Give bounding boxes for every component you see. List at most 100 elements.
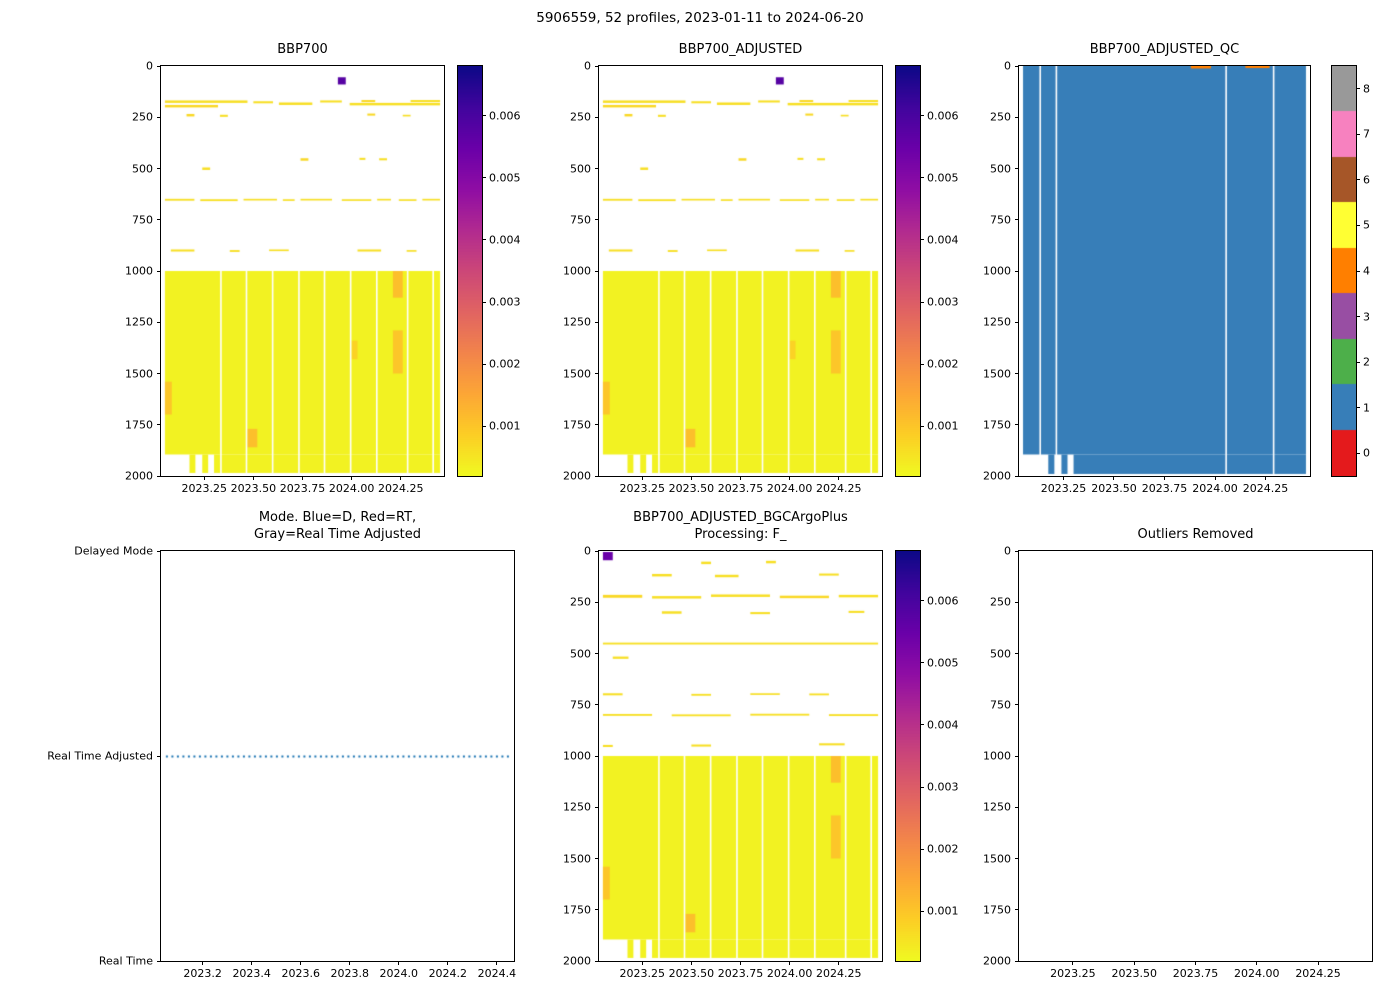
y-tick-label: 1500 [563, 852, 591, 865]
x-tick-mark [1214, 476, 1216, 480]
colorbar-tick-mark [920, 301, 924, 303]
y-tick-label: 750 [570, 698, 591, 712]
y-tick-mark [595, 321, 599, 323]
colorbar-tick-mark [1356, 361, 1360, 363]
x-tick-mark [302, 476, 303, 480]
bgcargoplus-heatmap-canvas [599, 551, 882, 961]
colorbar-tick-mark [920, 662, 924, 664]
y-tick-label: 2000 [563, 469, 591, 483]
x-tick-label: 2023.75 [1172, 967, 1219, 980]
y-tick-mark [595, 373, 599, 374]
x-tick-mark [1072, 961, 1074, 965]
y-tick-label: Delayed Mode [74, 544, 153, 558]
x-tick-mark [690, 476, 692, 480]
y-tick-mark [595, 601, 599, 603]
y-tick-label: Real Time [98, 954, 153, 968]
x-tick-label: 2024.4 [477, 967, 517, 980]
x-tick-label: 2023.50 [1111, 967, 1157, 980]
y-tick-label: 1250 [983, 800, 1011, 814]
x-tick-label: 2023.2 [183, 967, 222, 980]
x-tick-mark [641, 476, 643, 480]
y-tick-mark [1015, 755, 1019, 757]
y-tick-mark [1015, 550, 1019, 552]
y-tick-label: 1500 [563, 367, 591, 380]
colorbar-tick-label: 1 [1363, 401, 1370, 415]
y-tick-mark [1015, 270, 1019, 272]
y-tick-label: 1000 [983, 264, 1011, 278]
y-tick-label: 1250 [983, 315, 1011, 329]
colorbar-tick-mark [482, 363, 486, 365]
x-tick-label: 2024.25 [816, 482, 862, 495]
y-tick-label: 2000 [983, 954, 1011, 968]
bbp700-adjusted-heatmap-canvas [599, 66, 882, 476]
y-tick-label: 0 [1004, 544, 1011, 558]
y-tick-label: 1000 [125, 264, 153, 278]
y-tick-mark [157, 321, 161, 323]
y-tick-mark [1015, 704, 1019, 706]
colorbar-tick-label: 8 [1363, 82, 1370, 96]
x-tick-mark [1113, 476, 1115, 480]
y-tick-mark [595, 858, 599, 859]
y-tick-label: 2000 [983, 469, 1011, 483]
y-tick-label: 1750 [563, 418, 591, 432]
x-tick-label: 2023.50 [1091, 482, 1137, 495]
mode-plot: Mode. Blue=D, Red=RT, Gray=Real Time Adj… [47, 510, 516, 980]
colorbar-qc: 0 1 2 3 4 5 6 7 8 [1331, 65, 1370, 477]
colorbar-tick-mark [1356, 316, 1360, 318]
colorbar-tick-mark [1356, 88, 1360, 90]
y-tick-label: 500 [132, 162, 153, 175]
x-tick-label: 2023.6 [281, 967, 320, 980]
y-tick-mark [595, 806, 599, 808]
x-tick-mark [690, 961, 692, 965]
y-tick-label: 500 [990, 162, 1011, 175]
colorbar-tick-label: 0.004 [489, 233, 521, 247]
x-tick-label: 2023.8 [330, 967, 370, 980]
y-tick-mark [157, 168, 161, 169]
x-tick-label: 2024.25 [1242, 482, 1289, 495]
colorbar-tick-mark [1356, 407, 1360, 409]
x-tick-label: 2023.50 [668, 967, 715, 980]
colorbar-tick-label: 0.001 [927, 904, 959, 918]
y-tick-mark [1015, 116, 1019, 118]
y-tick-label: 1000 [563, 264, 591, 278]
y-tick-mark [595, 424, 599, 426]
x-tick-label: 2024.00 [1234, 967, 1280, 980]
y-tick-mark [1015, 960, 1019, 962]
colorbar-qc-canvas [1332, 66, 1356, 476]
x-tick-label: 2024.00 [1192, 482, 1238, 495]
x-tick-mark [400, 476, 402, 480]
x-tick-label: 2024.2 [428, 967, 468, 980]
colorbar-bbp700-canvas [458, 66, 482, 476]
colorbar-tick-label: 5 [1363, 218, 1370, 232]
chart-title-bbp700: BBP700 [277, 42, 328, 58]
y-tick-label: 2000 [125, 469, 153, 483]
y-tick-label: 1000 [563, 749, 591, 763]
x-tick-mark [300, 961, 302, 965]
y-tick-label: 1750 [983, 903, 1011, 917]
x-tick-label: 2024.00 [766, 482, 813, 495]
x-tick-label: 2024.00 [328, 482, 375, 495]
colorbar-tick-mark [482, 301, 486, 303]
heatmap-bbp700-adjusted-qc: BBP700_ADJUSTED_QC 2023.25 2023.50 2023.75… [983, 42, 1311, 495]
x-tick-mark [496, 961, 498, 965]
x-tick-mark [351, 476, 353, 480]
y-tick-label: 1500 [983, 367, 1011, 380]
colorbar-tick-mark [1356, 452, 1360, 454]
x-tick-mark [447, 961, 449, 965]
y-tick-label: 1750 [983, 418, 1011, 432]
x-tick-mark [252, 476, 254, 480]
y-tick-mark [1015, 858, 1019, 859]
x-tick-mark [838, 961, 840, 965]
y-tick-mark [595, 755, 599, 757]
y-tick-mark [1015, 168, 1019, 169]
x-tick-label: 2024.25 [1295, 967, 1341, 980]
colorbar-tick-label: 0.005 [489, 171, 521, 185]
colorbar-tick-mark [1356, 179, 1360, 181]
y-tick-label: 250 [132, 110, 153, 124]
figure-title: 5906559, 52 profiles, 2023-01-11 to 2024… [536, 10, 864, 26]
y-tick-mark [157, 270, 161, 272]
y-tick-mark [595, 116, 599, 118]
y-tick-label: 250 [570, 595, 591, 609]
colorbar-tick-mark [1356, 133, 1360, 135]
